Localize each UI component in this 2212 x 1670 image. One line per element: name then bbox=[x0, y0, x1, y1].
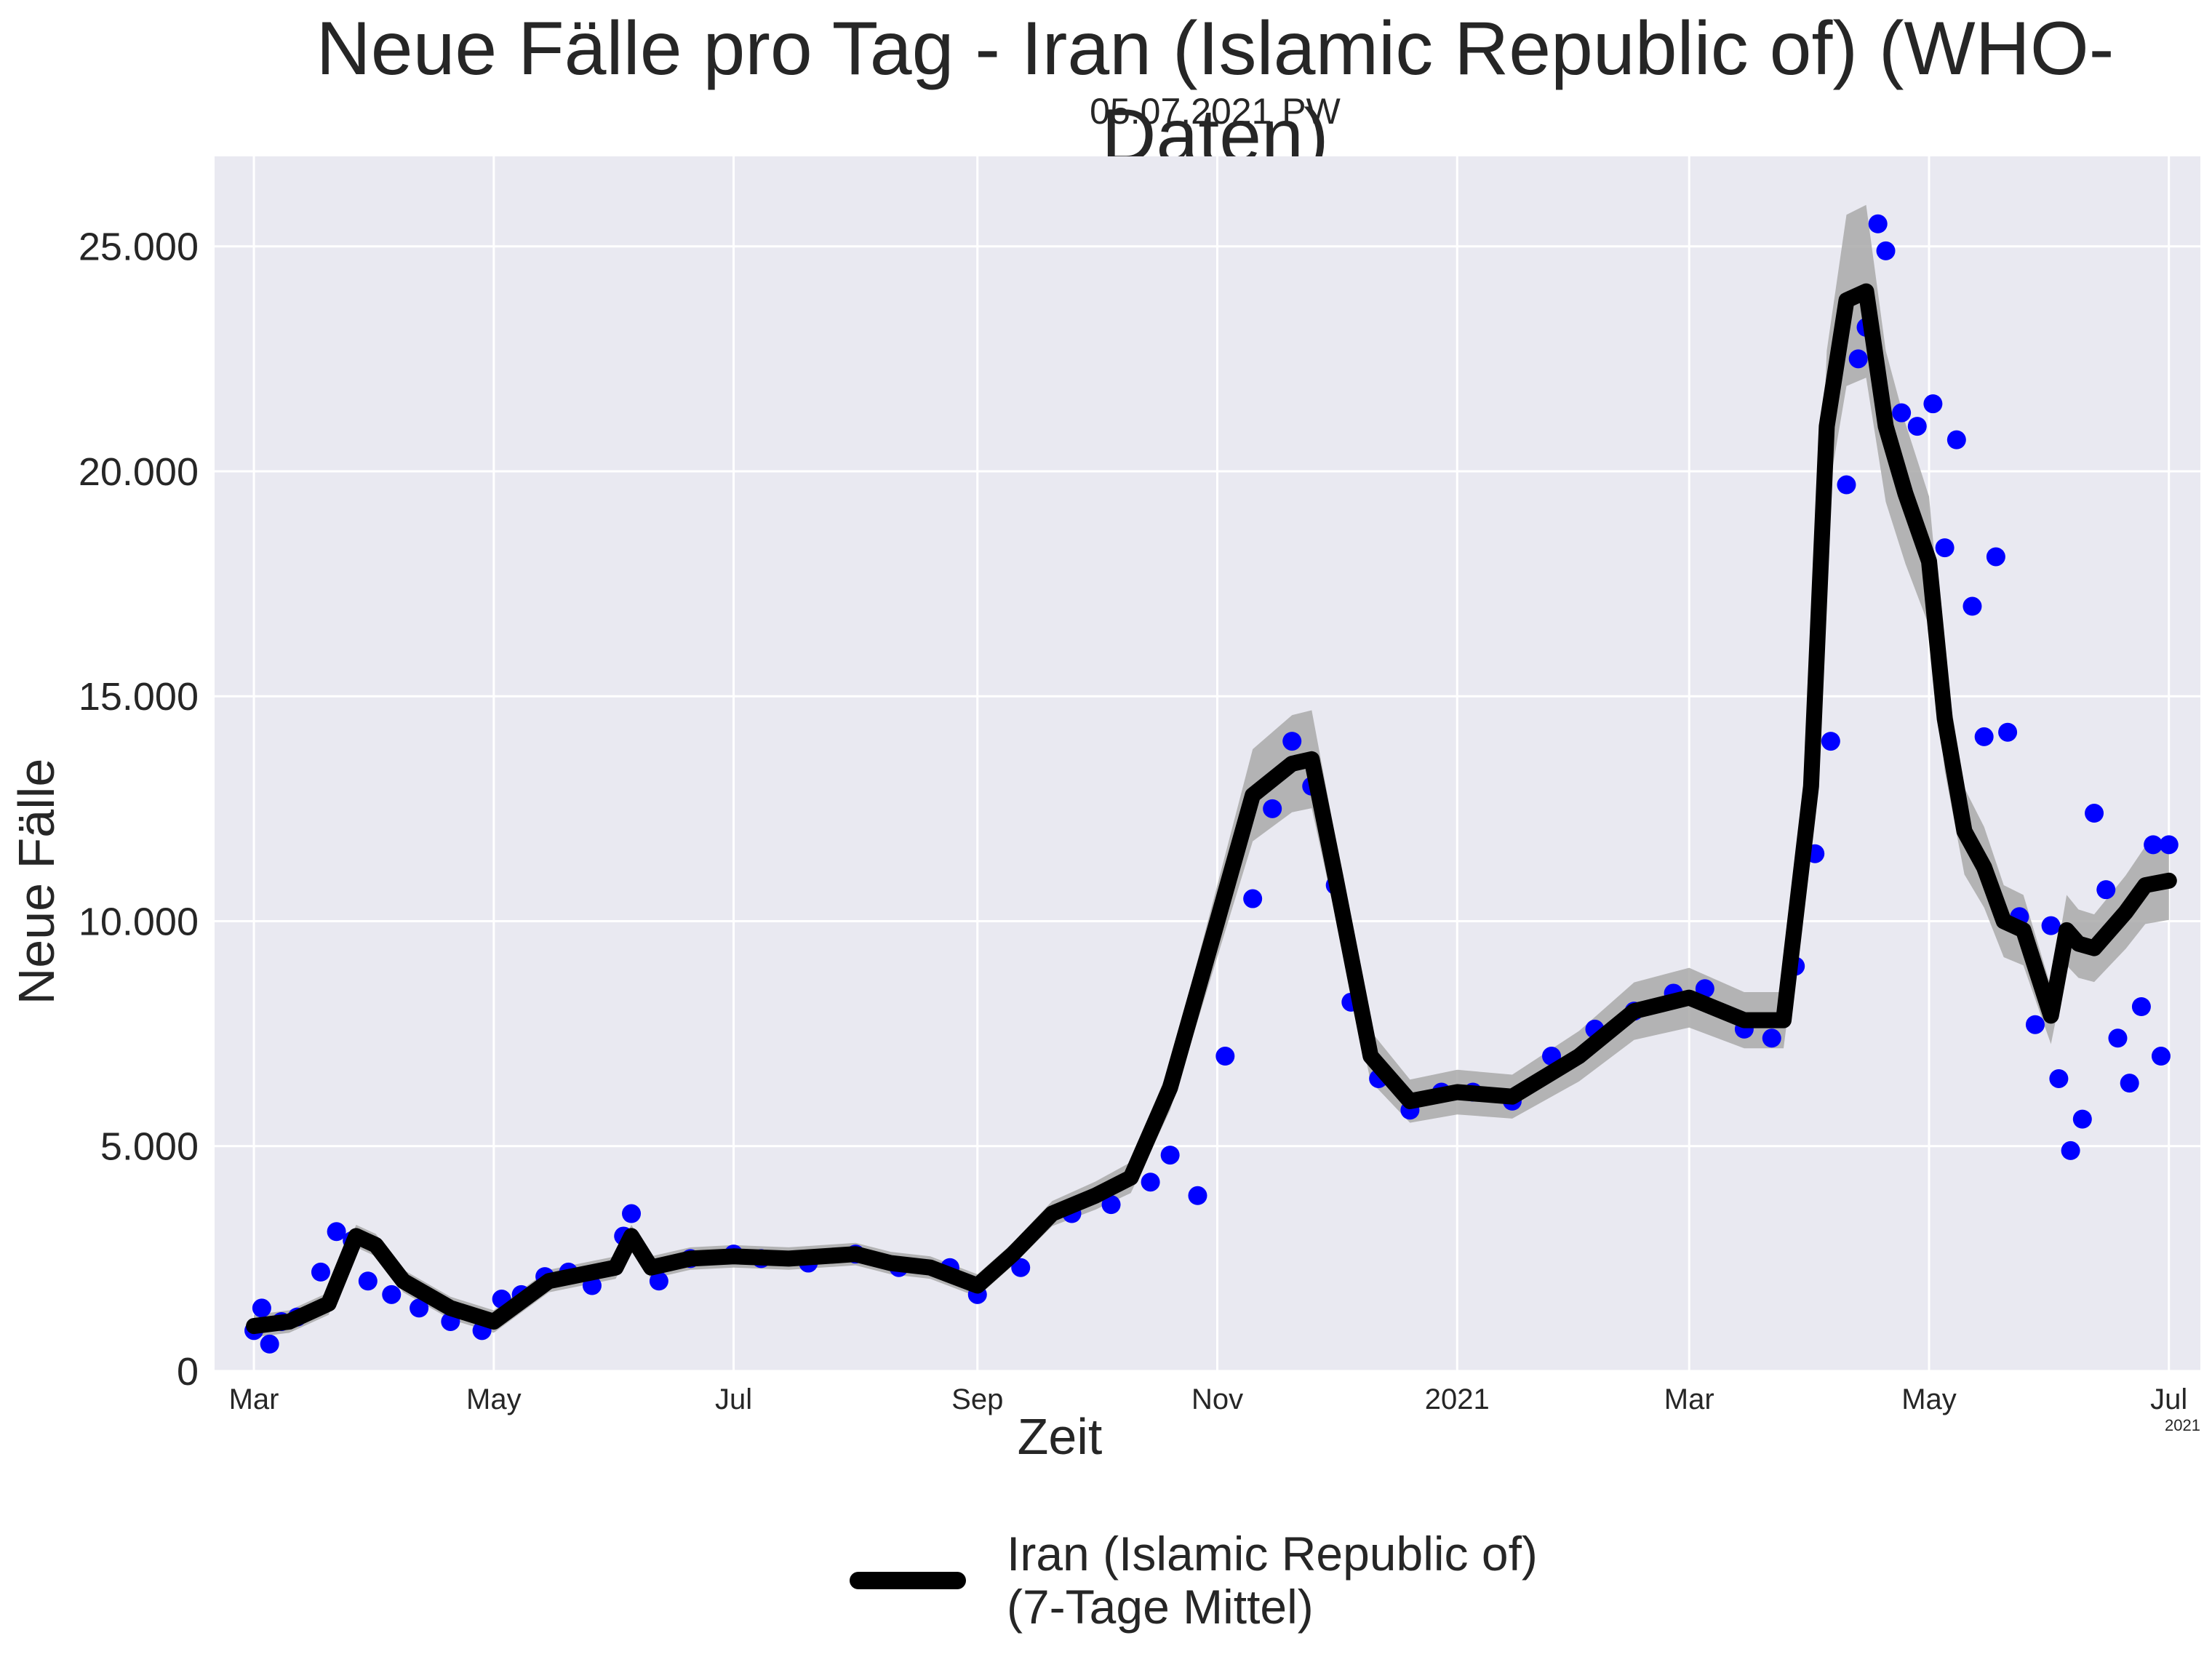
data-point bbox=[1243, 889, 1263, 908]
data-point bbox=[2131, 997, 2151, 1016]
data-point bbox=[1923, 394, 1943, 414]
x-tick-label: May bbox=[1901, 1383, 1957, 1415]
data-point bbox=[1963, 596, 1982, 616]
data-point bbox=[2025, 1015, 2045, 1034]
x-offset-label: 2021 bbox=[2165, 1416, 2200, 1434]
data-point bbox=[2144, 835, 2163, 855]
legend-line-swatch bbox=[850, 1571, 966, 1589]
y-tick-label: 0 bbox=[177, 1350, 199, 1394]
data-point bbox=[2096, 880, 2116, 900]
data-point bbox=[1215, 1047, 1235, 1066]
data-point bbox=[649, 1271, 668, 1291]
data-point bbox=[1868, 214, 1888, 233]
data-point bbox=[2041, 916, 2061, 935]
y-axis: 0 5.000 10.000 15.000 20.000 25.000 bbox=[79, 225, 199, 1394]
legend: Iran (Islamic Republic of) (7-Tage Mitte… bbox=[850, 1527, 1538, 1633]
data-point bbox=[1762, 1028, 1781, 1048]
data-point bbox=[1892, 403, 1912, 423]
data-point bbox=[2085, 804, 2104, 823]
chart-subtitle: 05.07.2021 PW bbox=[1090, 91, 1341, 132]
x-tick-label: Sep bbox=[951, 1383, 1003, 1415]
data-point bbox=[260, 1334, 279, 1354]
data-point bbox=[410, 1298, 429, 1318]
data-point bbox=[1188, 1186, 1207, 1205]
data-point bbox=[382, 1285, 402, 1304]
x-tick-label: Jul bbox=[715, 1383, 752, 1415]
data-point bbox=[2049, 1068, 2069, 1088]
mean-line bbox=[246, 283, 2177, 1335]
data-point bbox=[2072, 1109, 2092, 1129]
data-point bbox=[1011, 1258, 1031, 1277]
data-point bbox=[1998, 722, 2018, 742]
x-tick-label: Nov bbox=[1191, 1383, 1243, 1415]
series-line-7day-mean bbox=[246, 283, 2177, 1335]
y-tick-label: 10.000 bbox=[79, 900, 199, 943]
data-point bbox=[2120, 1074, 2139, 1093]
data-point bbox=[2061, 1140, 2080, 1160]
data-point bbox=[2159, 835, 2179, 855]
data-point bbox=[1837, 475, 1856, 495]
data-point bbox=[1282, 732, 1302, 751]
data-point bbox=[327, 1222, 346, 1242]
x-tick-label: Mar bbox=[1664, 1383, 1714, 1415]
data-point bbox=[1876, 241, 1896, 260]
data-point bbox=[311, 1262, 330, 1282]
legend-label: Iran (Islamic Republic of) (7-Tage Mitte… bbox=[1007, 1527, 1538, 1634]
x-tick-label: 2021 bbox=[1425, 1383, 1490, 1415]
x-tick-label: Jul bbox=[2150, 1383, 2187, 1415]
y-tick-label: 20.000 bbox=[79, 450, 199, 494]
data-point bbox=[1263, 799, 1282, 818]
data-point bbox=[1986, 547, 2005, 567]
data-point bbox=[1974, 727, 1994, 746]
data-point bbox=[2151, 1047, 2171, 1066]
x-axis-label: Zeit bbox=[1017, 1408, 1103, 1465]
data-point bbox=[1907, 417, 1927, 436]
data-point bbox=[622, 1204, 642, 1223]
y-tick-label: 25.000 bbox=[79, 225, 199, 269]
x-tick-label: Mar bbox=[229, 1383, 279, 1415]
data-point bbox=[252, 1298, 271, 1318]
data-point bbox=[1141, 1172, 1160, 1192]
data-point bbox=[1695, 979, 1714, 999]
data-point bbox=[1821, 732, 1840, 751]
data-point bbox=[1101, 1195, 1121, 1215]
data-point bbox=[1947, 430, 1966, 450]
grid bbox=[215, 156, 2200, 1373]
x-tick-label: May bbox=[466, 1383, 522, 1415]
chart-title: Neue Fälle pro Tag - Iran (Islamic Repub… bbox=[316, 7, 2115, 178]
data-point bbox=[1848, 349, 1868, 369]
data-point bbox=[1160, 1146, 1180, 1165]
data-point bbox=[358, 1271, 378, 1291]
plot-area bbox=[215, 156, 2200, 1371]
y-tick-label: 5.000 bbox=[100, 1125, 199, 1169]
data-point bbox=[1935, 538, 1955, 558]
data-point bbox=[2108, 1028, 2128, 1048]
y-tick-label: 15.000 bbox=[79, 675, 199, 719]
